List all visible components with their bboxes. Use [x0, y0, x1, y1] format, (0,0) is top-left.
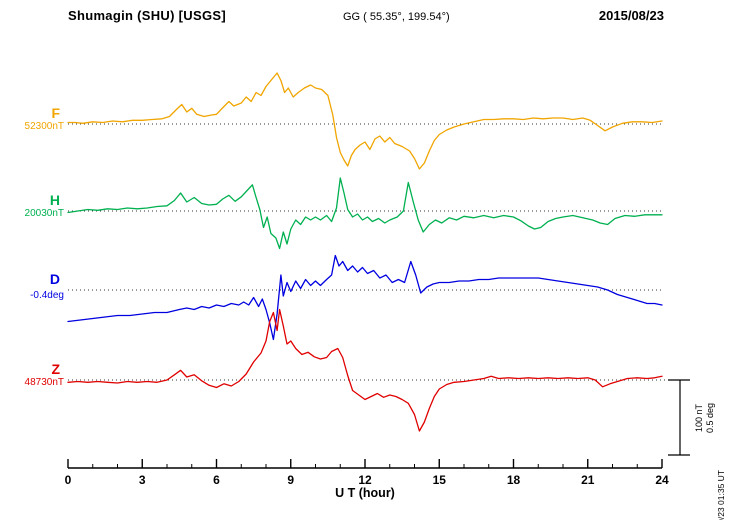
- x-tick-label: 6: [213, 473, 220, 487]
- plotted-at-note: Plotted at 2015/09/23 01:35 UT: [716, 470, 726, 520]
- channel-baseline-h: 20030nT: [24, 208, 64, 219]
- channel-baseline-d: -0.4deg: [30, 290, 64, 301]
- channel-label-h: H: [49, 192, 60, 208]
- plot-date: 2015/08/23: [598, 8, 664, 23]
- x-tick-label: 0: [64, 473, 72, 487]
- trace-D: [67, 254, 663, 341]
- channel-baseline-f: 52300nT: [24, 121, 64, 132]
- geographic-coordinates: GG ( 55.35°, 199.54°): [343, 11, 450, 23]
- x-tick-label: 12: [358, 473, 372, 487]
- trace-Z: [67, 308, 663, 432]
- scale-bar-nt-label: 100 nT: [694, 403, 704, 433]
- trace-H: [67, 177, 663, 250]
- channel-label-z: Z: [51, 361, 60, 377]
- x-tick-label: 18: [506, 473, 521, 487]
- x-tick-label: 9: [287, 473, 295, 487]
- x-tick-label: 15: [432, 473, 446, 487]
- x-tick-label: 24: [655, 473, 669, 487]
- trace-F: [67, 72, 663, 170]
- scale-bar-deg-label: 0.5 deg: [705, 402, 715, 434]
- channel-baseline-z: 48730nT: [24, 377, 64, 388]
- station-title: Shumagin (SHU) [USGS]: [68, 8, 226, 23]
- channel-label-d: D: [49, 271, 60, 287]
- channel-label-f: F: [51, 105, 60, 121]
- x-axis-title: U T (hour): [335, 486, 395, 500]
- x-tick-label: 21: [581, 473, 595, 487]
- x-tick-label: 3: [138, 473, 146, 487]
